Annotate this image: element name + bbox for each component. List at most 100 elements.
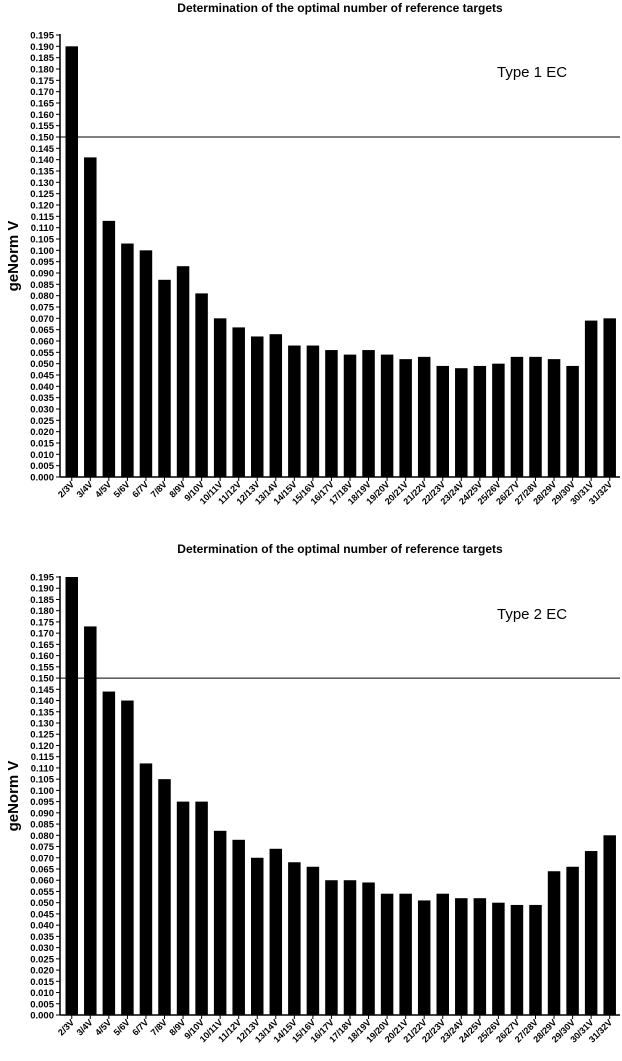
bar-30/31V xyxy=(584,320,598,477)
y-tick-label: 0.095 xyxy=(30,257,54,268)
y-tick-label: 0.160 xyxy=(30,110,54,121)
y-tick-label: 0.050 xyxy=(30,359,54,370)
y-tick-label: 0.110 xyxy=(31,223,54,234)
y-tick-label: 0.195 xyxy=(30,573,54,584)
y-tick-label: 0.070 xyxy=(30,853,54,864)
y-tick-label: 0.020 xyxy=(30,427,54,438)
bar-3/4V xyxy=(84,157,97,477)
x-tick-label: 3/4V xyxy=(75,479,95,499)
y-tick-label: 0.125 xyxy=(30,730,54,741)
bar-29/30V xyxy=(566,866,579,1015)
bar-12/13V xyxy=(251,857,264,1015)
bar-7/8V xyxy=(158,779,171,1015)
y-tick-label: 0.145 xyxy=(30,685,54,696)
y-tick-label: 0.180 xyxy=(30,65,54,76)
y-tick-label: 0.090 xyxy=(30,808,54,819)
bar-16/17V xyxy=(325,880,338,1015)
bar-2/3V xyxy=(65,46,78,477)
x-tick-label: 2/3V xyxy=(56,1017,76,1037)
y-tick-label: 0.185 xyxy=(30,595,54,606)
bar-15/16V xyxy=(306,345,320,477)
y-tick-label: 0.045 xyxy=(30,371,54,382)
y-axis-label: geNorm V xyxy=(5,761,22,832)
y-tick-label: 0.005 xyxy=(30,999,54,1010)
y-tick-label: 0.175 xyxy=(30,617,54,628)
y-tick-label: 0.180 xyxy=(30,606,54,617)
bar-5/6V xyxy=(121,700,134,1015)
bar-14/15V xyxy=(288,345,301,477)
bar-20/21V xyxy=(399,893,412,1015)
bar-24/25V xyxy=(473,365,487,477)
y-tick-label: 0.175 xyxy=(30,76,54,87)
y-tick-label: 0.140 xyxy=(30,696,54,707)
bar-14/15V xyxy=(288,862,301,1015)
y-tick-label: 0.105 xyxy=(30,235,54,246)
y-tick-label: 0.065 xyxy=(30,865,54,876)
bar-19/20V xyxy=(380,354,394,477)
y-tick-label: 0.050 xyxy=(30,898,54,909)
bar-28/29V xyxy=(547,359,561,477)
bar-23/24V xyxy=(455,368,468,477)
y-tick-label: 0.035 xyxy=(30,393,54,404)
y-tick-label: 0.045 xyxy=(30,909,54,920)
chart-panel-2: Determination of the optimal number of r… xyxy=(5,542,620,1045)
y-tick-label: 0.020 xyxy=(30,966,54,977)
bar-20/21V xyxy=(399,359,412,477)
y-tick-label: 0.060 xyxy=(30,337,54,348)
chart-annotation: Type 2 EC xyxy=(497,606,567,623)
bar-26/27V xyxy=(510,904,524,1015)
x-tick-label: 6/7V xyxy=(130,479,150,499)
y-tick-label: 0.130 xyxy=(30,178,54,189)
chart-annotation: Type 1 EC xyxy=(497,64,567,81)
bar-21/22V xyxy=(417,900,431,1015)
bar-24/25V xyxy=(473,898,487,1015)
y-tick-label: 0.140 xyxy=(30,155,54,166)
bar-12/13V xyxy=(251,336,264,477)
y-tick-label: 0.055 xyxy=(30,887,54,898)
bar-13/14V xyxy=(269,334,283,477)
chart-panel-1: Determination of the optimal number of r… xyxy=(5,1,620,507)
y-tick-label: 0.125 xyxy=(30,189,54,200)
bar-21/22V xyxy=(417,356,431,477)
bar-2/3V xyxy=(65,577,78,1015)
y-tick-label: 0.195 xyxy=(30,31,54,42)
bar-4/5V xyxy=(102,691,116,1015)
y-tick-label: 0.025 xyxy=(30,416,54,427)
y-tick-label: 0.030 xyxy=(30,943,54,954)
bar-31/32V xyxy=(603,835,616,1015)
bar-23/24V xyxy=(455,898,468,1015)
y-tick-label: 0.115 xyxy=(31,212,55,223)
bar-7/8V xyxy=(158,279,171,477)
y-tick-label: 0.165 xyxy=(30,640,54,651)
y-tick-label: 0.115 xyxy=(31,752,55,763)
y-tick-label: 0.055 xyxy=(30,348,54,359)
x-tick-label: 4/5V xyxy=(93,479,113,499)
bar-30/31V xyxy=(584,851,598,1015)
bar-15/16V xyxy=(306,866,320,1015)
bar-8/9V xyxy=(176,266,190,477)
bar-22/23V xyxy=(436,365,449,477)
bar-10/11V xyxy=(213,318,227,477)
bar-27/28V xyxy=(529,356,542,477)
y-tick-label: 0.135 xyxy=(30,707,54,718)
bar-17/18V xyxy=(343,880,357,1015)
x-tick-label: 5/6V xyxy=(112,1017,132,1037)
bar-10/11V xyxy=(213,830,227,1015)
bar-18/19V xyxy=(362,350,375,477)
x-tick-label: 4/5V xyxy=(93,1017,113,1037)
y-tick-label: 0.095 xyxy=(30,797,54,808)
y-tick-label: 0.190 xyxy=(30,584,54,595)
bar-13/14V xyxy=(269,848,283,1015)
bar-6/7V xyxy=(139,763,153,1015)
y-tick-label: 0.120 xyxy=(30,741,54,752)
y-tick-label: 0.070 xyxy=(30,314,54,325)
bar-11/12V xyxy=(232,839,245,1015)
y-tick-label: 0.090 xyxy=(30,269,54,280)
y-tick-label: 0.000 xyxy=(30,473,54,484)
bar-26/27V xyxy=(510,356,524,477)
y-tick-label: 0.120 xyxy=(30,201,54,212)
bar-18/19V xyxy=(362,882,375,1015)
bar-25/26V xyxy=(492,902,505,1015)
y-tick-label: 0.060 xyxy=(30,876,54,887)
